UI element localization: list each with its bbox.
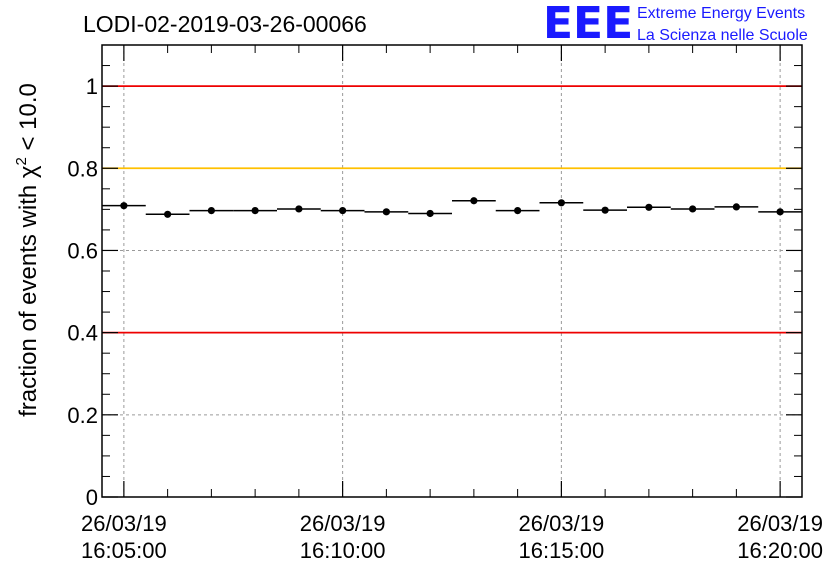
y-tick-label: 0.4 bbox=[67, 321, 98, 346]
grid bbox=[102, 45, 802, 497]
y-tick-label: 0.6 bbox=[67, 238, 98, 263]
x-tick-time: 16:10:00 bbox=[300, 538, 386, 563]
data-point bbox=[776, 208, 784, 216]
logo-line2: La Scienza nelle Scuole bbox=[637, 27, 808, 44]
y-tick-label: 0.2 bbox=[67, 403, 98, 428]
x-tick-time: 16:20:00 bbox=[737, 538, 823, 563]
data-point bbox=[295, 205, 303, 213]
data-point bbox=[120, 202, 128, 210]
x-tick-time: 16:15:00 bbox=[519, 538, 605, 563]
y-axis-label-suffix: < 10.0 bbox=[15, 83, 42, 157]
data-point bbox=[557, 199, 565, 207]
chart-title: LODI-02-2019-03-26-00066 bbox=[83, 11, 367, 37]
data-point bbox=[426, 209, 434, 218]
x-tick-date: 26/03/19 bbox=[81, 511, 167, 536]
data-point bbox=[645, 203, 653, 211]
eee-logo: EEE Extreme Energy Events La Scienza nel… bbox=[543, 0, 808, 49]
data-series bbox=[102, 197, 802, 218]
data-point bbox=[514, 206, 522, 215]
data-point bbox=[164, 210, 172, 218]
x-tick-date: 26/03/19 bbox=[300, 511, 386, 536]
axis-tick-labels: 00.20.40.60.8126/03/1916:05:0026/03/1916… bbox=[67, 74, 823, 563]
x-tick-date: 26/03/19 bbox=[737, 511, 823, 536]
y-axis-label: fraction of events with χ2 < 10.0 bbox=[13, 83, 42, 417]
y-tick-label: 1 bbox=[86, 74, 98, 99]
y-tick-label: 0 bbox=[86, 485, 98, 510]
data-point bbox=[689, 205, 697, 213]
data-point bbox=[207, 206, 215, 215]
x-tick-date: 26/03/19 bbox=[519, 511, 605, 536]
y-tick-label: 0.8 bbox=[67, 156, 98, 181]
data-point bbox=[251, 206, 259, 215]
data-point bbox=[732, 203, 740, 211]
reference-lines bbox=[102, 85, 802, 334]
logo-mark: EEE bbox=[543, 0, 633, 49]
axis-ticks bbox=[102, 45, 802, 498]
logo-line1: Extreme Energy Events bbox=[637, 5, 805, 22]
y-axis-label-superscript: 2 bbox=[13, 157, 30, 165]
data-point bbox=[382, 208, 390, 216]
y-axis-label-symbol: χ bbox=[15, 165, 42, 178]
data-point bbox=[339, 206, 347, 215]
data-point bbox=[601, 206, 609, 214]
data-point bbox=[470, 197, 478, 205]
y-axis-label-prefix: fraction of events with bbox=[15, 178, 42, 417]
plot-frame bbox=[101, 44, 803, 498]
x-tick-time: 16:05:00 bbox=[81, 538, 167, 563]
